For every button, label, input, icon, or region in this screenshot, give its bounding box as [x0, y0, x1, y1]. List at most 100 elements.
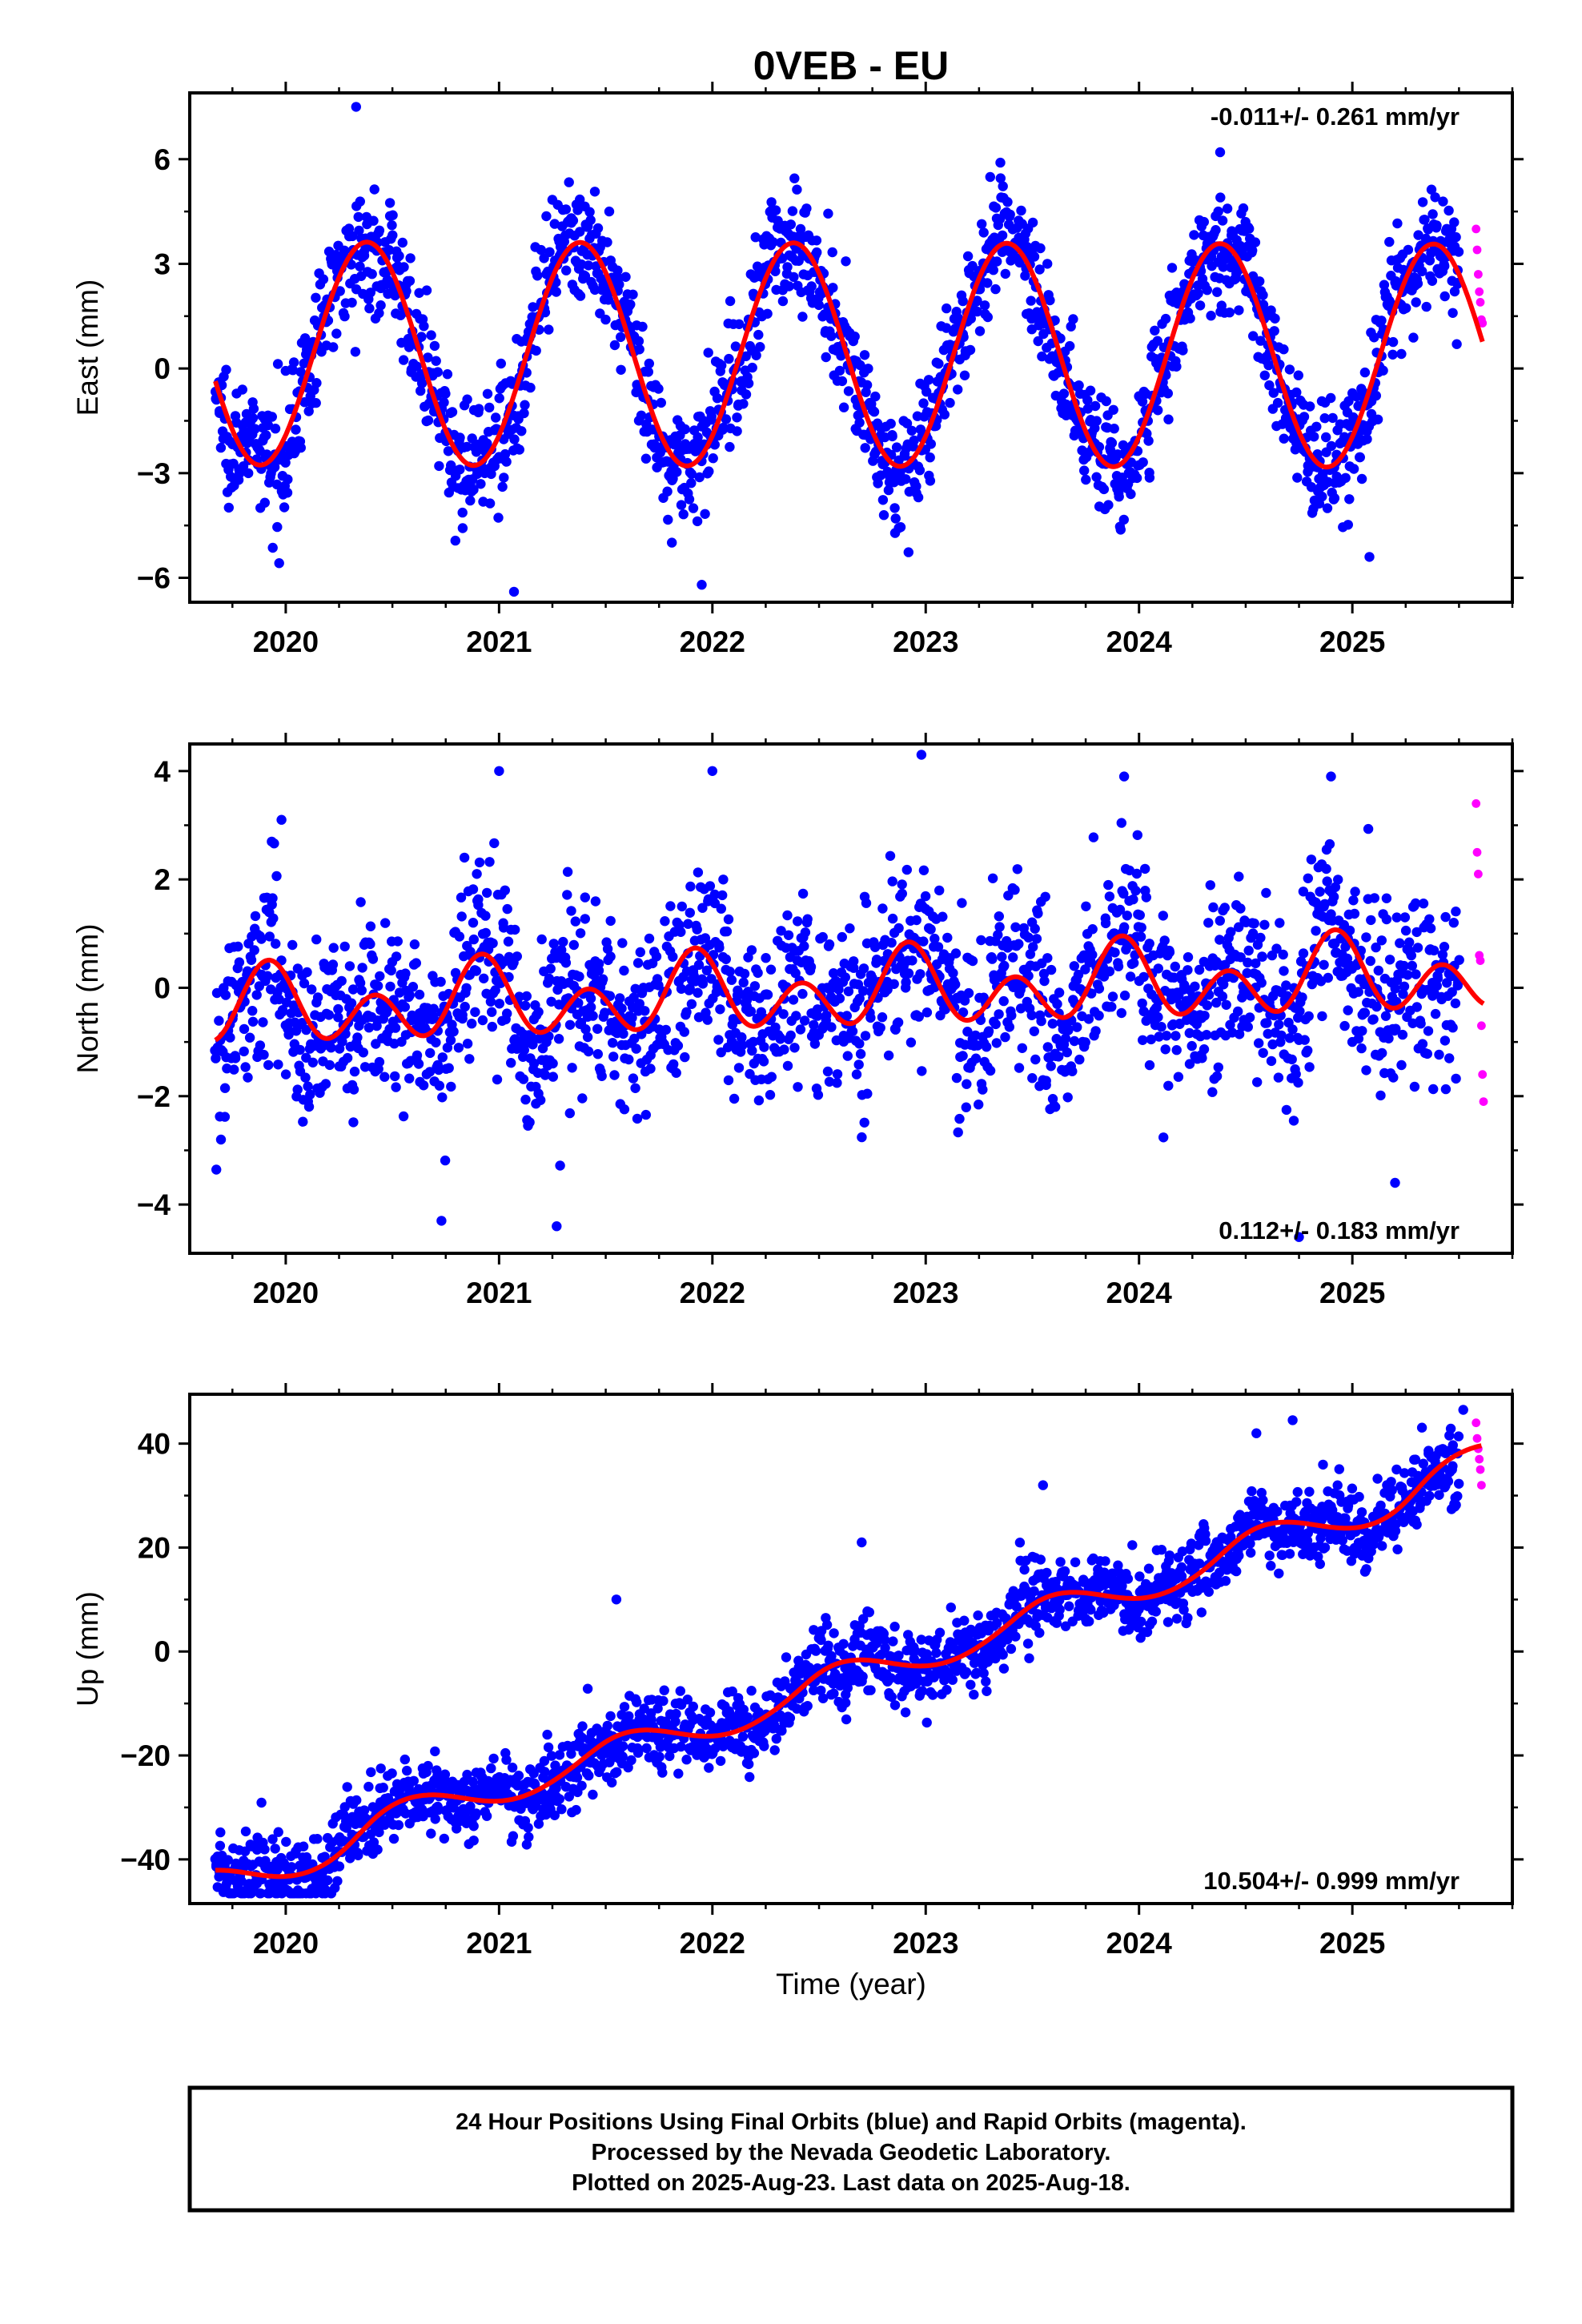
- final-orbit-point: [1134, 910, 1146, 920]
- final-orbit-point: [558, 936, 568, 947]
- final-orbit-point: [632, 958, 644, 968]
- final-orbit-point: [1158, 911, 1169, 921]
- final-orbit-point: [390, 290, 400, 301]
- final-orbit-point: [367, 954, 379, 964]
- final-orbit-point: [215, 1827, 226, 1838]
- final-orbit-point: [680, 424, 690, 435]
- final-orbit-point: [545, 963, 556, 974]
- rapid-orbit-point: [1479, 1097, 1488, 1106]
- final-orbit-point: [279, 502, 290, 513]
- final-orbit-point: [793, 916, 803, 927]
- final-orbit-point: [743, 378, 754, 388]
- final-orbit-point: [1008, 952, 1018, 963]
- final-orbit-point: [1101, 396, 1112, 407]
- final-orbit-point: [546, 996, 556, 1007]
- final-orbit-point: [510, 924, 520, 935]
- final-orbit-point: [671, 1708, 681, 1719]
- final-orbit-point: [337, 1036, 347, 1047]
- final-orbit-point: [791, 1011, 801, 1021]
- final-orbit-point: [1279, 433, 1289, 444]
- final-orbit-point: [412, 1050, 423, 1061]
- final-orbit-point: [1390, 1177, 1400, 1188]
- final-orbit-point: [1144, 1059, 1155, 1071]
- final-orbit-point: [413, 1059, 424, 1069]
- final-orbit-point: [634, 344, 644, 355]
- final-orbit-point: [1238, 203, 1249, 214]
- final-orbit-point: [729, 1093, 740, 1104]
- final-orbit-point: [665, 901, 676, 911]
- final-orbit-point: [323, 1875, 333, 1886]
- final-orbit-point: [899, 451, 910, 461]
- final-orbit-point: [421, 285, 432, 296]
- final-orbit-point: [588, 1011, 598, 1021]
- final-orbit-point: [1005, 209, 1015, 220]
- final-orbit-point: [250, 424, 260, 434]
- final-orbit-point: [1304, 1062, 1315, 1072]
- final-orbit-point: [939, 409, 950, 420]
- final-orbit-point: [824, 939, 835, 950]
- final-orbit-point: [1359, 1007, 1371, 1018]
- final-orbit-point: [282, 488, 293, 498]
- final-orbit-point: [1090, 400, 1101, 412]
- final-orbit-point: [958, 296, 968, 307]
- final-orbit-point: [1288, 1116, 1299, 1126]
- final-orbit-point: [979, 300, 990, 311]
- final-orbit-point: [307, 1057, 318, 1068]
- final-orbit-point: [994, 1009, 1004, 1019]
- final-orbit-point: [857, 1671, 868, 1682]
- final-orbit-point: [305, 1089, 315, 1100]
- final-orbit-point: [484, 857, 495, 867]
- final-orbit-point: [626, 1755, 636, 1766]
- final-orbit-point: [1339, 1020, 1350, 1031]
- final-orbit-point: [1100, 918, 1111, 929]
- final-orbit-point: [641, 1743, 652, 1754]
- rapid-orbit-point: [1474, 270, 1483, 279]
- final-orbit-point: [869, 407, 880, 417]
- final-orbit-point: [1027, 217, 1038, 228]
- final-orbit-point: [1033, 336, 1043, 347]
- final-orbit-point: [629, 1033, 640, 1044]
- final-orbit-point: [1108, 404, 1118, 415]
- final-orbit-point: [877, 1012, 888, 1023]
- final-orbit-point: [229, 1064, 239, 1075]
- final-orbit-point: [1257, 951, 1267, 962]
- final-orbit-point: [716, 903, 726, 914]
- final-orbit-point: [1427, 209, 1438, 219]
- final-orbit-point: [318, 274, 329, 284]
- final-orbit-point: [566, 906, 576, 916]
- final-orbit-point: [502, 1008, 512, 1019]
- final-orbit-point: [349, 1066, 360, 1077]
- final-orbit-point: [400, 1754, 410, 1765]
- final-orbit-point: [1072, 1022, 1082, 1032]
- final-orbit-point: [686, 999, 697, 1010]
- x-tick-label: 2022: [680, 625, 745, 658]
- final-orbit-point: [799, 941, 809, 951]
- final-orbit-point: [462, 1039, 473, 1049]
- final-orbit-point: [1186, 1040, 1197, 1051]
- final-orbit-point: [1031, 934, 1042, 944]
- final-orbit-point: [632, 1697, 642, 1707]
- final-orbit-point: [1263, 360, 1274, 371]
- final-orbit-point: [1158, 1132, 1169, 1143]
- final-orbit-point: [562, 866, 573, 877]
- final-orbit-point: [346, 998, 357, 1008]
- final-orbit-point: [355, 196, 365, 207]
- final-orbit-point: [387, 220, 397, 231]
- final-orbit-point: [1178, 345, 1188, 356]
- final-orbit-point: [1118, 514, 1130, 525]
- final-orbit-point: [1440, 911, 1451, 923]
- final-orbit-point: [730, 341, 741, 352]
- final-orbit-point: [1275, 918, 1285, 928]
- final-orbit-point: [303, 406, 314, 416]
- final-orbit-point: [453, 1043, 464, 1053]
- y-tick-label: 3: [154, 247, 171, 280]
- final-orbit-point: [694, 472, 705, 483]
- final-orbit-point: [805, 962, 817, 972]
- final-orbit-point: [751, 350, 761, 360]
- final-orbit-point: [281, 1836, 291, 1848]
- final-orbit-point: [363, 1781, 374, 1792]
- final-orbit-point: [350, 347, 361, 357]
- final-orbit-point: [1040, 891, 1050, 903]
- final-orbit-point: [272, 359, 283, 369]
- final-orbit-point: [1413, 230, 1423, 240]
